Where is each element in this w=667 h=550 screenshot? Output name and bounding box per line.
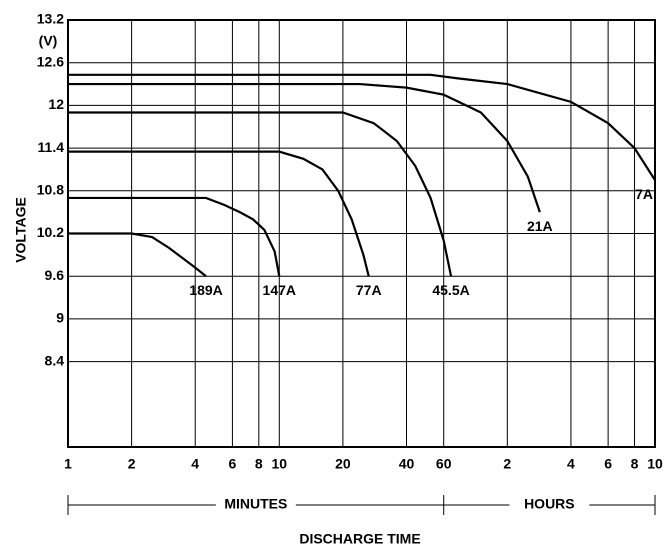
series-label: 189A <box>189 282 222 298</box>
series-label: 21A <box>527 218 553 234</box>
x-tick-label: 4 <box>191 456 199 472</box>
curve <box>68 196 281 277</box>
x-tick-label: 6 <box>604 456 612 472</box>
y-tick-label: 8.4 <box>45 352 65 368</box>
y-tick-label: 9.6 <box>45 267 65 283</box>
curve <box>68 232 207 278</box>
series-label: 45.5A <box>432 282 469 298</box>
x-tick-label: 60 <box>436 456 452 472</box>
y-tick-label: 11.4 <box>38 139 65 155</box>
y-unit: (V) <box>39 33 58 49</box>
y-tick-label: 10.8 <box>37 182 64 198</box>
x-axis-label: DISCHARGE TIME <box>299 531 420 547</box>
y-tick-label: 9 <box>56 310 64 326</box>
curve <box>68 150 370 277</box>
x-group-label: MINUTES <box>224 496 287 512</box>
x-tick-label: 10 <box>647 456 663 472</box>
y-axis-label: VOLTAGE <box>13 197 29 263</box>
series-label: 7A <box>635 186 653 202</box>
curve <box>68 111 453 277</box>
y-tick-label: 13.2 <box>37 11 64 27</box>
series-label: 77A <box>356 282 382 298</box>
y-tick-label: 12.6 <box>37 53 64 69</box>
x-group-label: HOURS <box>524 496 575 512</box>
x-tick-label: 6 <box>229 456 237 472</box>
x-tick-label: 40 <box>399 456 415 472</box>
x-tick-label: 8 <box>631 456 639 472</box>
x-tick-label: 1 <box>64 456 72 472</box>
x-tick-label: 8 <box>255 456 263 472</box>
x-tick-label: 2 <box>128 456 136 472</box>
curve <box>68 82 541 213</box>
x-tick-label: 4 <box>567 456 575 472</box>
x-tick-label: 2 <box>503 456 511 472</box>
x-tick-label: 20 <box>335 456 351 472</box>
y-tick-label: 10.2 <box>37 224 64 240</box>
x-tick-label: 10 <box>272 456 288 472</box>
curve <box>68 73 656 181</box>
series-label: 147A <box>263 282 296 298</box>
y-tick-label: 12 <box>48 96 64 112</box>
